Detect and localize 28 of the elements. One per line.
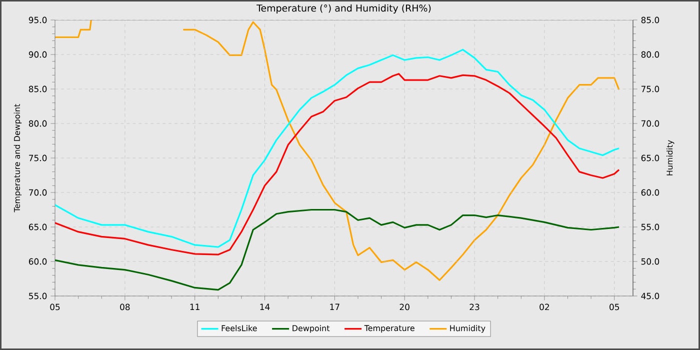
y2-tick-label: 80.0 — [641, 51, 660, 58]
y2-tick-label: 70.0 — [641, 120, 660, 127]
y-tick-label: 85.0 — [28, 86, 47, 92]
y2-tick-label: 65.0 — [641, 154, 660, 162]
y-tick-label: 65.0 — [28, 224, 47, 230]
y2-tick-label: 55.0 — [641, 224, 660, 230]
y2-tick-label: 85.0 — [641, 16, 660, 24]
x-tick-label: 14 — [260, 304, 270, 310]
y-tick-label: 90.0 — [28, 51, 47, 58]
y-tick-label: 75.0 — [29, 154, 47, 162]
y-tick-label: 60.0 — [28, 258, 47, 265]
chart-title: Temperature (°) and Humidity (RH%) — [256, 4, 431, 14]
x-tick-label: 11 — [190, 304, 200, 310]
x-tick-label: 05 — [610, 304, 619, 310]
y-tick-label: 95.0 — [28, 16, 47, 24]
x-tick-label: 20 — [400, 304, 410, 310]
y-tick-label: 55.0 — [29, 292, 47, 300]
y2-tick-label: 50.0 — [641, 258, 660, 265]
x-tick-label: 23 — [470, 304, 480, 310]
y-tick-label: 80.0 — [28, 120, 47, 127]
y-tick-label: 70.0 — [29, 189, 47, 196]
x-tick-label: 17 — [330, 304, 340, 310]
y2-tick-label: 75.0 — [641, 86, 660, 92]
x-tick-label: 05 — [50, 304, 60, 310]
x-tick-label: 02 — [540, 304, 549, 310]
y2-tick-label: 60.0 — [641, 189, 660, 196]
y2-tick-label: 45.0 — [641, 292, 660, 300]
x-tick-label: 08 — [120, 304, 130, 310]
